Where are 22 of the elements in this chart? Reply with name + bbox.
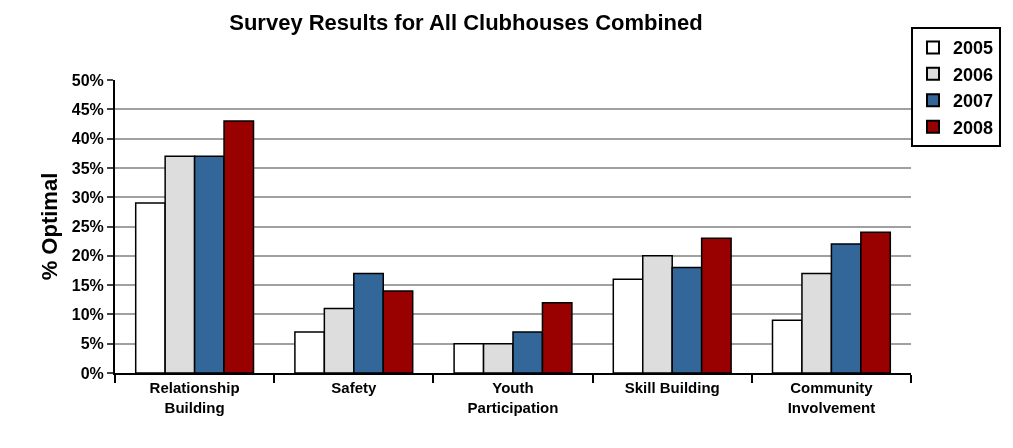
x-tick-label: Community Involvement xyxy=(787,379,876,416)
x-tick-label: Skill Building xyxy=(624,379,720,396)
y-tick-label: 40% xyxy=(71,130,104,148)
y-tick-label: 0% xyxy=(80,364,104,382)
y-tick-label: 50% xyxy=(71,71,104,89)
legend-label: 2007 xyxy=(953,91,994,112)
y-tick-label: 25% xyxy=(71,218,104,236)
y-axis-title: % Optimal xyxy=(37,172,63,281)
chart-title: Survey Results for All Clubhouses Combined xyxy=(229,10,703,36)
legend-label: 2006 xyxy=(953,64,994,85)
legend-label: 2005 xyxy=(953,38,994,59)
x-tick-label: Safety xyxy=(331,379,377,396)
y-tick-label: 20% xyxy=(71,247,104,265)
legend-label: 2008 xyxy=(953,117,994,138)
y-tick-label: 15% xyxy=(71,276,104,294)
y-tick-label: 10% xyxy=(71,306,104,323)
x-tick-label: Youth Participation xyxy=(467,379,559,416)
y-tick-label: 5% xyxy=(80,335,104,353)
y-tick-label: 30% xyxy=(71,188,104,206)
x-tick-label: Relationship Building xyxy=(149,379,240,416)
y-tick-label: 35% xyxy=(71,159,104,177)
y-tick-label: 45% xyxy=(71,100,104,118)
